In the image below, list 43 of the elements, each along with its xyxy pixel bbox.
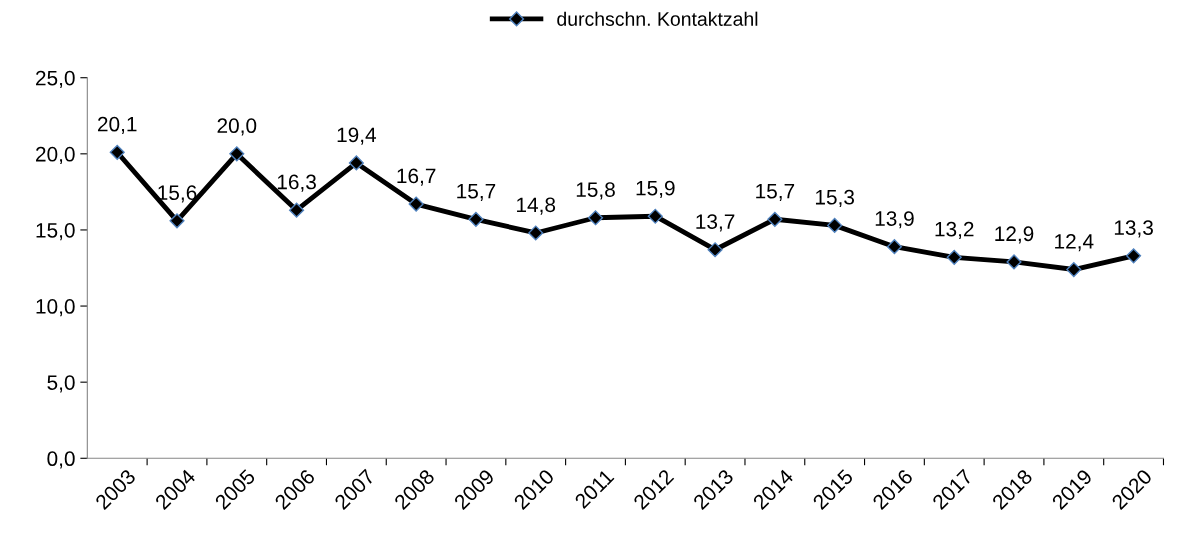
data-label: 20,0 [217, 118, 257, 136]
data-label: 13,7 [696, 214, 735, 232]
point [229, 146, 245, 162]
data-label: 15,3 [815, 189, 855, 208]
point [886, 239, 903, 255]
y-tick-label: 0,0 [47, 451, 75, 469]
point [528, 225, 544, 241]
data-label: 13,3 [1114, 220, 1153, 238]
point [946, 249, 962, 265]
y-tick-label: 20,0 [36, 146, 75, 165]
data-label: 15,9 [636, 180, 675, 198]
data-label: 15,7 [756, 183, 795, 201]
point [587, 210, 604, 226]
point [408, 196, 424, 212]
data-label: 16,7 [397, 168, 436, 186]
legend-label: durchschn. Kontaktzahl [557, 11, 758, 26]
data-label: 14,8 [517, 197, 556, 215]
data-label: 15,7 [457, 183, 496, 201]
data-label: 20,1 [97, 116, 137, 134]
data-label: 13,2 [935, 221, 974, 240]
data-label: 15,8 [576, 182, 615, 200]
data-label: 19,4 [337, 127, 377, 145]
data-label: 16,3 [277, 174, 316, 192]
data-label: 12,4 [1055, 233, 1094, 252]
point [827, 217, 843, 233]
data-label: 13,9 [875, 211, 914, 229]
y-tick-label: 10,0 [36, 299, 75, 317]
point [1066, 261, 1082, 278]
point [289, 202, 305, 218]
point [169, 213, 185, 229]
point [109, 144, 125, 160]
point [1126, 248, 1142, 264]
y-tick-label: 15,0 [36, 222, 75, 241]
point [647, 208, 663, 224]
point [468, 211, 484, 227]
data-label: 12,9 [995, 226, 1034, 244]
point [767, 211, 783, 227]
y-tick-label: 25,0 [36, 70, 75, 88]
y-tick-label: 5,0 [47, 375, 75, 393]
point [1006, 254, 1022, 270]
point [707, 242, 723, 258]
point [348, 155, 364, 171]
data-label: 15,6 [158, 185, 197, 203]
